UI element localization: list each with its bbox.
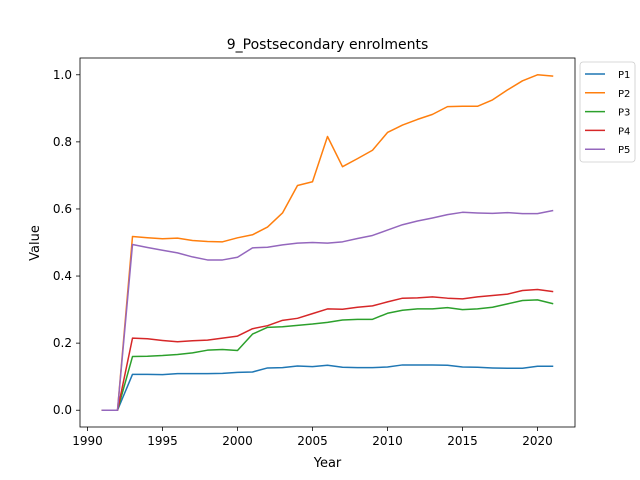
plot-border — [79, 57, 576, 428]
legend-box — [579, 61, 636, 163]
y-tick-label: 0.4 — [53, 269, 72, 283]
x-tick-label: 1995 — [147, 434, 178, 448]
x-tick-label: 2010 — [372, 434, 403, 448]
axis-ticks: 1990 1995 2000 2005 2010 2015 2020 0.0 0.2 0.4 0.6… — [53, 68, 553, 448]
legend-label-p2: P2 — [618, 89, 630, 100]
series-line-p4 — [101, 288, 554, 411]
series-group — [101, 74, 554, 411]
x-tick-label: 2000 — [222, 434, 253, 448]
axes-frame — [79, 57, 576, 428]
legend-label-p1: P1 — [618, 70, 630, 81]
y-tick-label: 0.2 — [53, 336, 72, 350]
x-axis-label: Year — [313, 456, 342, 471]
x-tick-label: 1990 — [72, 434, 103, 448]
y-tick-label: 0.6 — [53, 202, 72, 216]
y-axis-label: Value — [28, 225, 43, 261]
x-tick-label: 2005 — [297, 434, 328, 448]
y-tick-label: 0.8 — [53, 135, 72, 149]
x-tick-label: 2015 — [447, 434, 478, 448]
y-tick-label: 1.0 — [53, 68, 72, 82]
legend-label-p5: P5 — [618, 145, 630, 156]
legend-label-p4: P4 — [618, 126, 630, 137]
series-line-p1 — [101, 364, 554, 411]
chart-title: 9_Postsecondary enrolments — [227, 37, 429, 53]
series-line-p2 — [101, 74, 554, 411]
series-line-p3 — [101, 299, 554, 411]
series-line-p5 — [101, 209, 554, 411]
legend: P1 P2 P3 P4 P5 — [579, 61, 636, 163]
x-tick-label: 2020 — [522, 434, 553, 448]
y-tick-label: 0.0 — [53, 403, 72, 417]
legend-label-p3: P3 — [618, 108, 630, 119]
